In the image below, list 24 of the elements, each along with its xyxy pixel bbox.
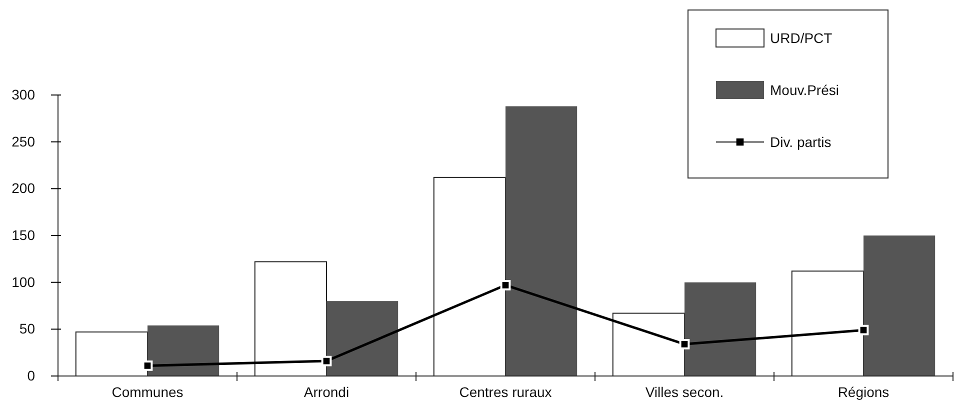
x-tick-label: Régions <box>838 384 890 400</box>
legend-label: Div. partis <box>770 134 832 150</box>
legend-label: URD/PCT <box>770 30 833 46</box>
legend-label: Mouv.Prési <box>770 82 839 98</box>
bar <box>864 236 936 376</box>
point <box>321 356 332 366</box>
bar <box>148 325 220 376</box>
x-tick-label: Arrondi <box>304 384 350 400</box>
y-tick-label: 300 <box>12 86 36 102</box>
y-tick-label: 150 <box>12 226 36 243</box>
y-tick-label: 0 <box>27 367 36 384</box>
y-tick-label: 200 <box>12 180 36 196</box>
point <box>679 338 690 350</box>
x-tick-label: Centres ruraux <box>459 384 552 400</box>
x-tick-label: Communes <box>112 384 184 400</box>
point <box>858 324 869 336</box>
y-tick-label: 250 <box>12 133 36 150</box>
bar <box>684 282 756 376</box>
x-tick-label: Villes secon. <box>645 384 724 400</box>
y-tick-label: 50 <box>19 320 36 337</box>
y-tick-label: 100 <box>12 274 36 290</box>
bar <box>326 301 398 376</box>
bar <box>506 106 578 376</box>
point <box>500 280 511 290</box>
